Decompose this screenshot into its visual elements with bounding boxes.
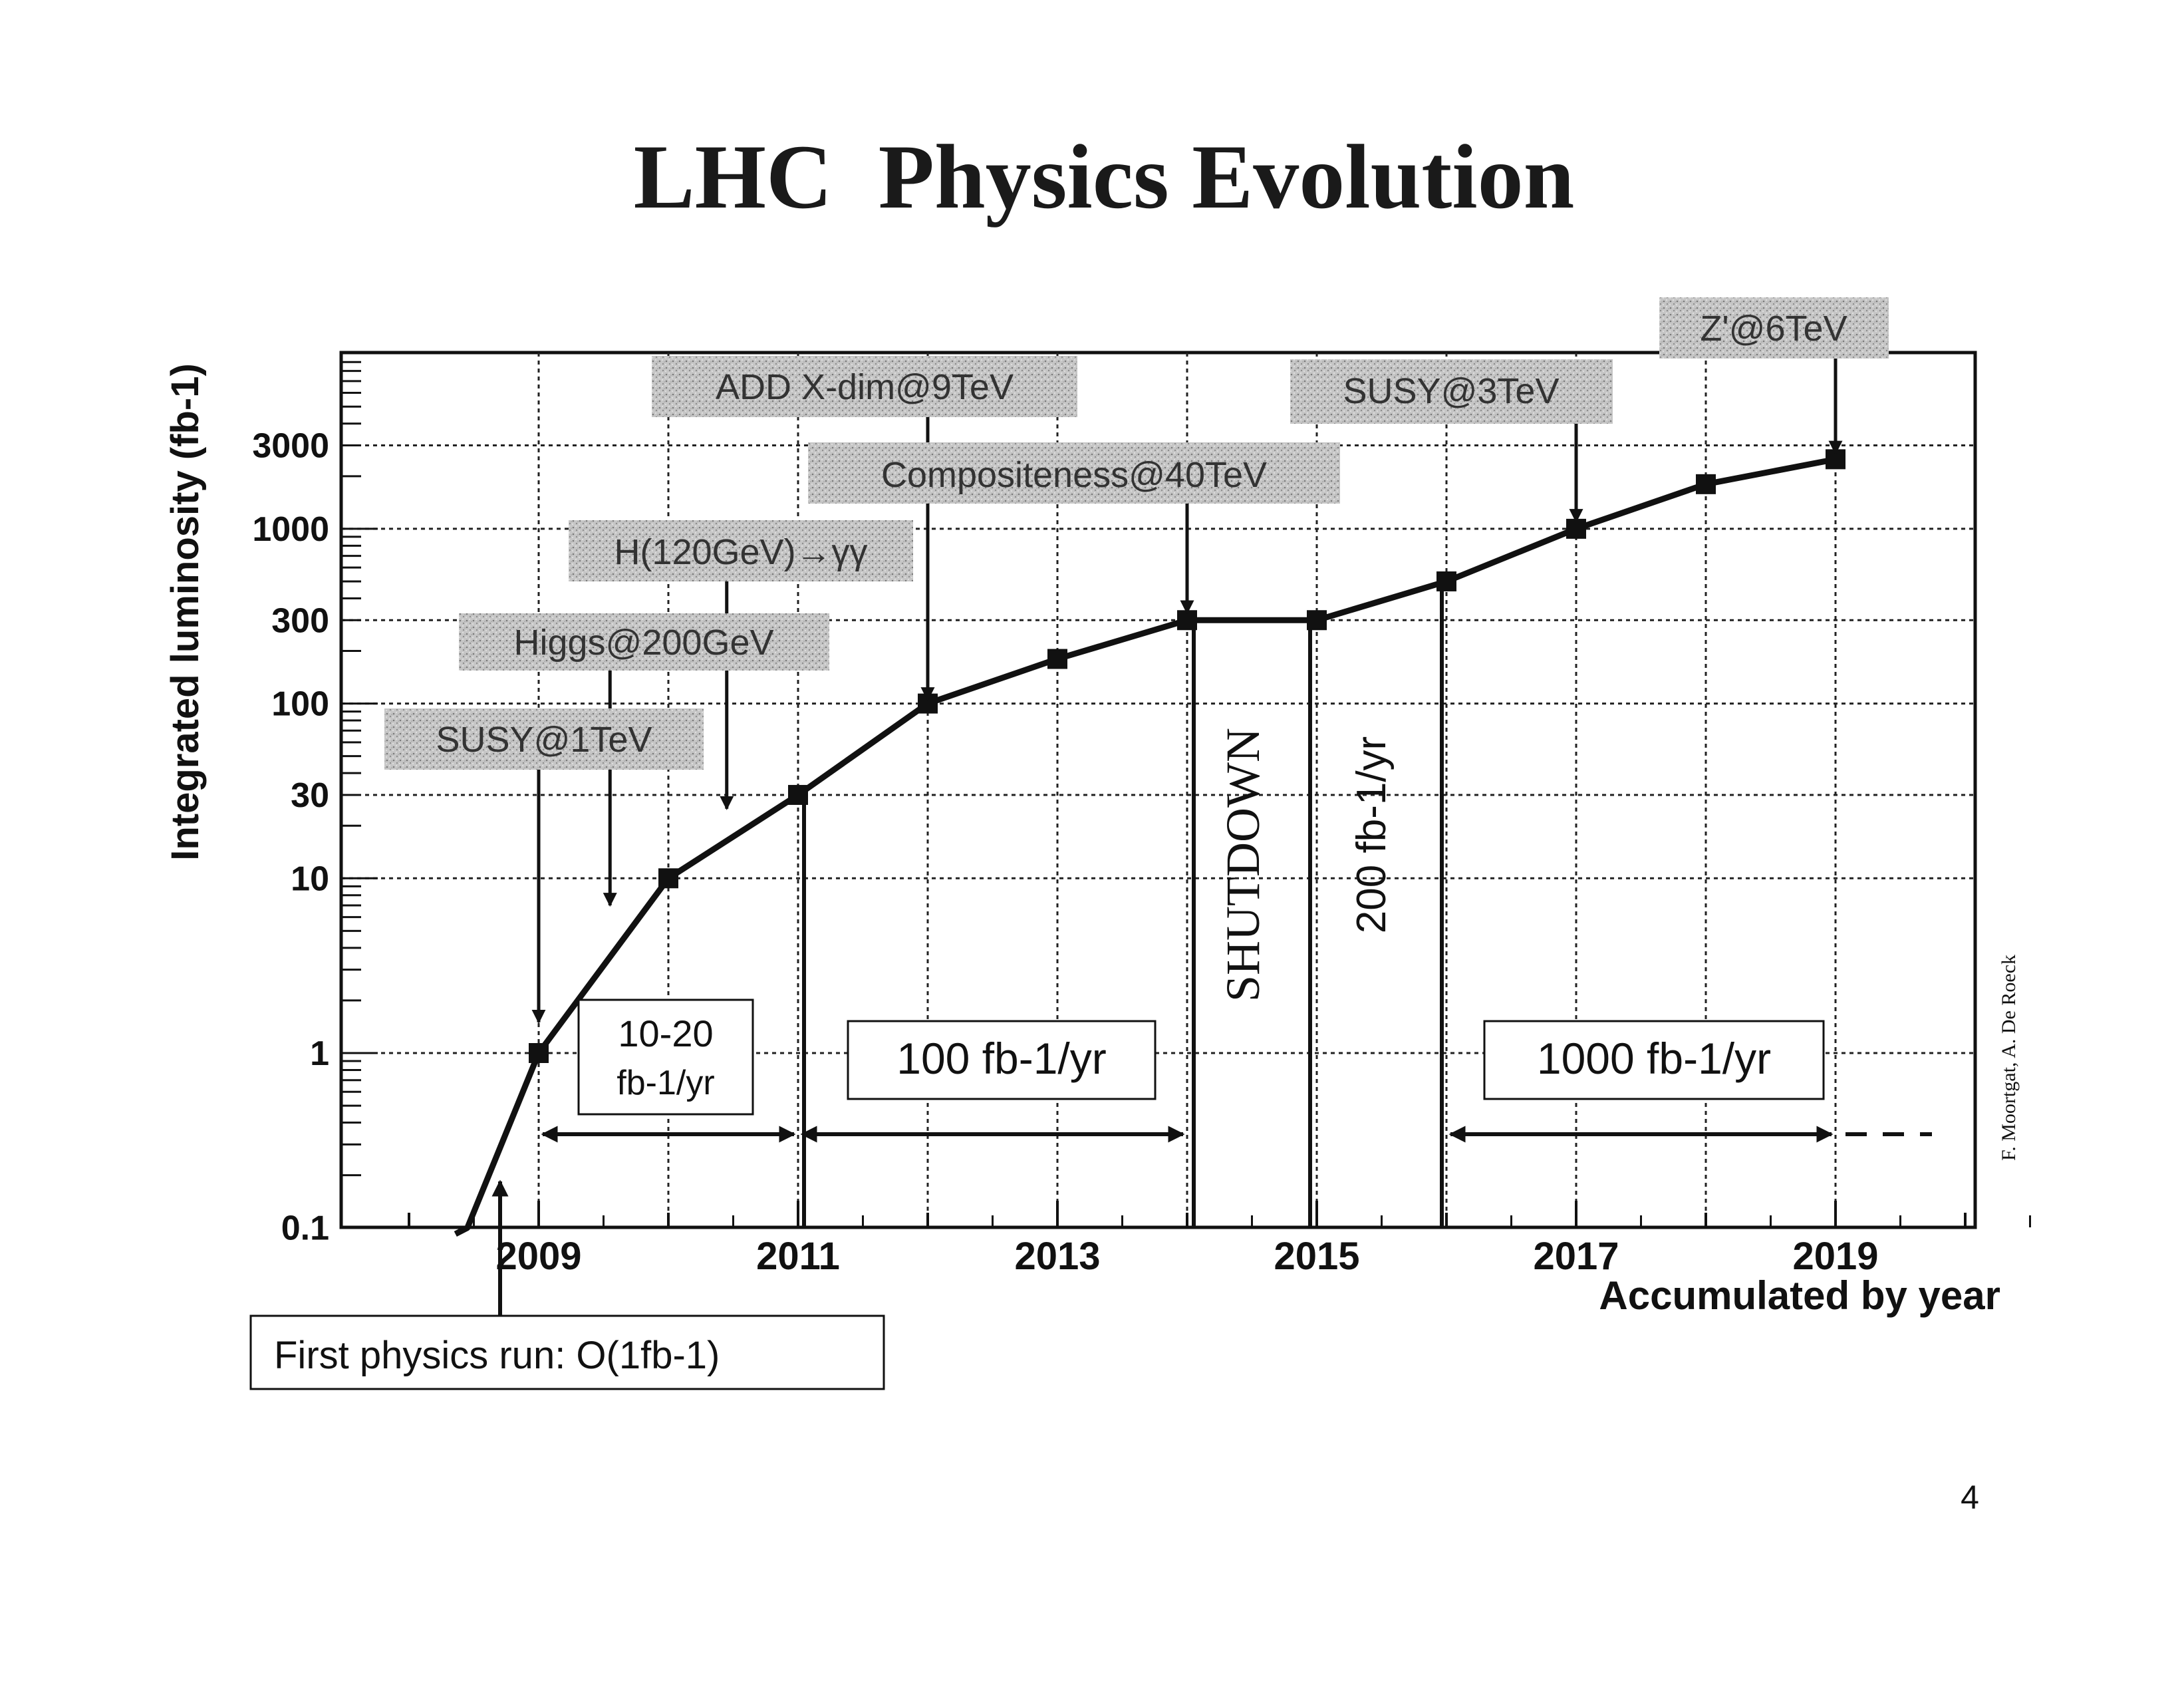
data-point (1047, 649, 1067, 669)
data-point (529, 1043, 549, 1063)
x-tick-label: 2015 (1274, 1235, 1359, 1278)
data-point (1566, 518, 1586, 539)
y-tick-label: 0.1 (281, 1209, 329, 1248)
svg-text:100 fb-1/yr: 100 fb-1/yr (896, 1034, 1107, 1083)
svg-text:Compositeness@40TeV: Compositeness@40TeV (881, 455, 1267, 495)
event-lines (802, 577, 1444, 1227)
x-axis-title: Accumulated by year (1599, 1273, 2000, 1318)
svg-text:SUSY@1TeV: SUSY@1TeV (436, 720, 652, 760)
svg-text:ADD X-dim@9TeV: ADD X-dim@9TeV (716, 367, 1014, 407)
reach-label-susy3: SUSY@3TeV (1290, 359, 1613, 424)
period-4-box: 1000 fb-1/yr (1483, 1020, 1825, 1100)
y-tick-label: 3000 (252, 427, 329, 466)
x-tick-label: 2017 (1533, 1235, 1619, 1278)
x-tick-label: 2011 (756, 1235, 840, 1278)
reach-label-add: ADD X-dim@9TeV (652, 356, 1077, 417)
y-tick-label: 100 (271, 685, 329, 724)
x-tick-label: 2013 (1014, 1235, 1100, 1278)
reach-label-compositeness: Compositeness@40TeV (808, 442, 1340, 504)
shutdown-label: SHUTDOWN (1216, 728, 1270, 1002)
x-tick-label: 2009 (495, 1235, 581, 1278)
svg-text:Higgs@200GeV: Higgs@200GeV (513, 623, 773, 663)
y-tick-label: 300 (271, 601, 329, 640)
reach-label-zprime: Z'@6TeV (1659, 297, 1889, 359)
credit-label: F. Moortgat, A. De Roeck (1998, 955, 2020, 1161)
y-tick-label: 1 (310, 1034, 329, 1073)
page-number: 4 (1961, 1479, 1979, 1516)
period-2-box: 100 fb-1/yr (847, 1020, 1157, 1100)
reach-label-higgs200: Higgs@200GeV (459, 613, 829, 671)
data-point (788, 784, 808, 805)
reach-label-higgs-gamma: H(120GeV)→γγ (569, 520, 913, 581)
plot-frame (339, 351, 1977, 1229)
first-run-box: First physics run: O(1fb-1) (249, 1314, 885, 1390)
svg-text:10-20: 10-20 (618, 1012, 713, 1054)
y-tick-labels: 0.1 1 10 30 100 300 1000 3000 (252, 427, 329, 1248)
data-point (1177, 610, 1197, 631)
y-axis-title: Integrated luminosity (fb-1) (164, 363, 207, 861)
data-point (1696, 474, 1716, 494)
period-3-label: 200 fb-1/yr (1349, 736, 1395, 933)
y-tick-label: 10 (291, 859, 329, 898)
svg-text:SUSY@3TeV: SUSY@3TeV (1343, 371, 1560, 411)
page-title: LHC Physics Evolution (634, 126, 1575, 228)
x-tick-labels: 2009 2011 2013 2015 2017 2019 (495, 1235, 1878, 1278)
y-tick-label: 30 (291, 776, 329, 815)
svg-text:H(120GeV)→γγ: H(120GeV)→γγ (614, 532, 867, 572)
svg-text:First physics run: O(1fb-1): First physics run: O(1fb-1) (274, 1334, 720, 1377)
x-tick-label: 2019 (1792, 1235, 1878, 1278)
minor-ticks (341, 361, 2031, 1227)
data-point (1307, 610, 1327, 631)
data-point (1436, 571, 1456, 591)
svg-text:fb-1/yr: fb-1/yr (616, 1064, 714, 1102)
period-1-box: 10-20 fb-1/yr (577, 999, 754, 1116)
data-point (658, 868, 678, 889)
y-tick-label: 1000 (252, 510, 329, 549)
reach-label-susy1: SUSY@1TeV (384, 708, 704, 770)
svg-text:1000 fb-1/yr: 1000 fb-1/yr (1537, 1034, 1771, 1083)
svg-text:Z'@6TeV: Z'@6TeV (1700, 309, 1847, 349)
